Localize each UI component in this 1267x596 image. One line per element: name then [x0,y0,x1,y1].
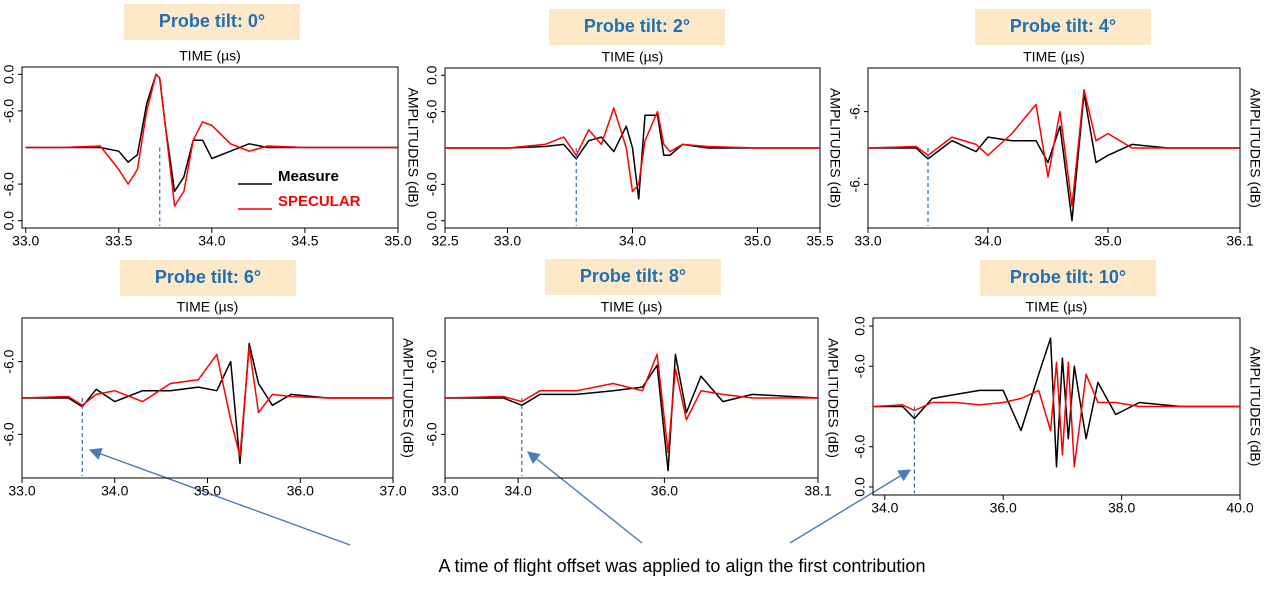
y-tick-label: 0.0 [424,65,440,85]
title-box [549,9,725,45]
y-tick-label: -6. [847,176,863,192]
x-tick-label: 36.0 [287,483,314,499]
x-tick-label: 34.5 [291,233,318,249]
x-tick-label: 33.0 [431,483,458,499]
arrow [88,447,351,546]
y-axis-label: AMPLITUDES (dB) [405,88,421,208]
x-tick-label: 34.0 [505,483,532,499]
x-tick-label: 34.0 [871,500,898,516]
waveform [872,361,1240,468]
x-tick-label: 33.0 [8,483,35,499]
y-tick-label: -6.0 [1,422,17,446]
panel-title: Probe tilt: 4° [1010,16,1116,36]
y-axis-label: AMPLITUDES (dB) [825,338,841,458]
y-tick-label: -6.0 [424,172,440,196]
y-tick-label: -6.0 [424,99,440,123]
x-tick-label: 34.0 [198,233,225,249]
y-axis-label: AMPLITUDES (dB) [1247,88,1263,208]
x-axis-label: TIME (µs) [1026,299,1088,315]
title-box [545,259,721,295]
panel-title: Probe tilt: 6° [155,267,261,287]
y-tick-label: 0.0 [1,64,17,84]
x-tick-label: 36.0 [651,483,678,499]
y-tick-label: -6.0 [1,172,17,196]
y-tick-label: 0.0 [852,477,868,497]
x-tick-label: 36.0 [990,500,1017,516]
waveform [445,353,819,472]
x-tick-label: 36.1 [1226,233,1253,249]
x-axis-label: TIME (µs) [177,299,239,315]
x-axis-label: TIME (µs) [179,48,241,64]
x-tick-label: 38.1 [804,483,831,499]
x-tick-label: 35.0 [1094,233,1121,249]
legend-label: Measure [278,168,339,185]
y-axis-label: AMPLITUDES (dB) [400,338,416,458]
x-tick-label: 35.0 [384,233,411,249]
x-axis-label: TIME (µs) [1023,49,1085,65]
legend-label: SPECULAR [278,193,361,210]
title-box [120,260,296,296]
x-tick-label: 38.0 [1108,500,1135,516]
y-tick-label: -6.0 [852,354,868,378]
title-box [975,9,1151,45]
x-tick-label: 35.0 [744,233,771,249]
y-tick-label: -6. [847,103,863,119]
y-axis-label: AMPLITUDES (dB) [1247,347,1263,467]
y-tick-label: -6.0 [852,434,868,458]
y-tick-label: 0.0 [852,316,868,336]
x-tick-label: 40.0 [1226,500,1253,516]
x-axis-label: TIME (µs) [602,49,664,65]
y-tick-label: -6.0 [1,99,17,123]
x-tick-label: 33.0 [854,233,881,249]
panel-title: Probe tilt: 0° [159,11,265,31]
waveform [445,107,820,193]
arrow [527,451,643,544]
waveform [25,73,398,193]
x-tick-label: 33.5 [105,233,132,249]
x-tick-label: 37.0 [379,483,406,499]
waveform [867,89,1240,207]
x-tick-label: 33.0 [12,233,39,249]
y-tick-label: -6.0 [424,422,440,446]
x-tick-label: 34.0 [101,483,128,499]
x-tick-label: 35.5 [806,233,833,249]
waveform [22,342,393,465]
title-box [980,260,1156,296]
title-box [124,4,300,40]
panel-title: Probe tilt: 10° [1010,267,1126,287]
y-tick-label: -6.0 [1,349,17,373]
annotation: A time of flight offset was applied to a… [439,556,926,576]
x-tick-label: 33.0 [494,233,521,249]
y-tick-label: 0.0 [1,211,17,231]
x-tick-label: 32.5 [431,233,458,249]
y-tick-label: -6.0 [424,349,440,373]
panel-title: Probe tilt: 8° [580,266,686,286]
x-tick-label: 34.0 [974,233,1001,249]
waveform [873,337,1240,468]
x-axis-label: TIME (µs) [601,299,663,315]
y-tick-label: 0.0 [424,211,440,231]
arrows [88,447,912,546]
y-axis-label: AMPLITUDES (dB) [827,88,843,208]
x-tick-label: 34.0 [619,233,646,249]
panel-title: Probe tilt: 2° [584,16,690,36]
waveform [25,73,398,207]
waveform [21,346,393,457]
x-tick-label: 35.0 [194,483,221,499]
waveform [868,92,1240,222]
arrow [789,469,912,544]
waveform [444,353,818,454]
